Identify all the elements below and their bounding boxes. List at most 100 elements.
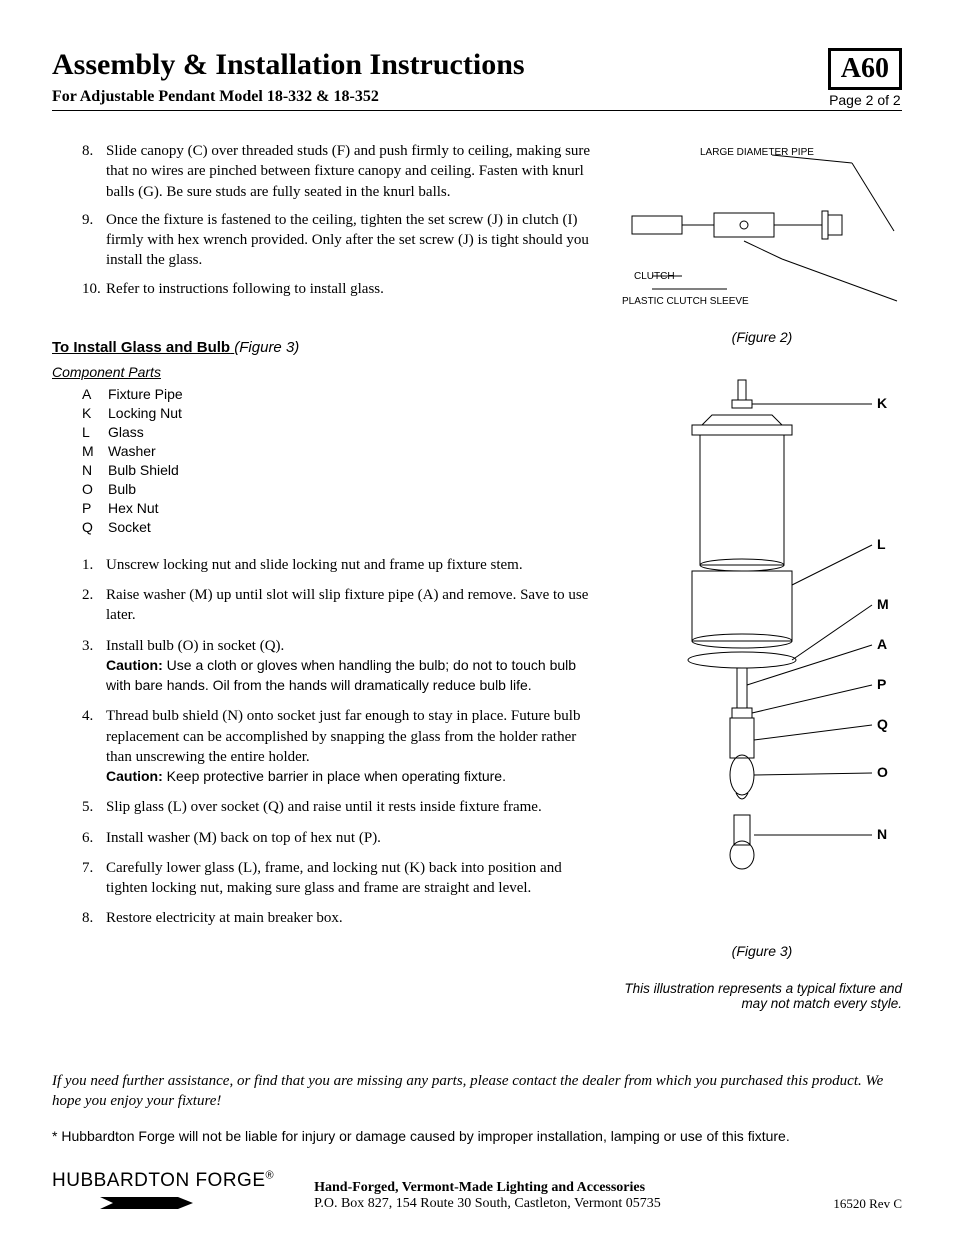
- part-letter: A: [82, 386, 108, 402]
- step-text: Carefully lower glass (L), frame, and lo…: [106, 860, 562, 896]
- glass-step-7: 7. Carefully lower glass (L), frame, and …: [82, 858, 602, 899]
- part-letter: M: [82, 443, 108, 459]
- figure-3-note: This illustration represents a typical f…: [622, 981, 902, 1011]
- step-text: Refer to instructions following to insta…: [106, 281, 384, 297]
- figure-3-svg: K L M A P Q O N: [622, 375, 902, 935]
- header-rule: [52, 110, 902, 111]
- caution-text: Caution: Keep protective barrier in plac…: [106, 768, 506, 784]
- fig3-label-p: P: [877, 676, 886, 692]
- section-title-text: To Install Glass and Bulb: [52, 339, 230, 356]
- part-letter: K: [82, 405, 108, 421]
- step-text: Restore electricity at main breaker box.: [106, 910, 343, 926]
- header-right: A60 Page 2 of 2: [828, 48, 902, 108]
- caution-text: Caution: Use a cloth or gloves when hand…: [106, 657, 576, 693]
- part-letter: Q: [82, 519, 108, 535]
- step-text: Slip glass (L) over socket (Q) and raise…: [106, 799, 542, 815]
- step-text: Unscrew locking nut and slide locking nu…: [106, 557, 523, 573]
- glass-section-title: To Install Glass and Bulb (Figure 3): [52, 339, 602, 356]
- step-9: 9. Once the fixture is fastened to the ce…: [82, 210, 602, 271]
- part-name: Glass: [108, 424, 144, 440]
- glass-step-4: 4.Thread bulb shield (N) onto socket jus…: [82, 706, 602, 787]
- brand-name: HUBBARDTON FORGE®: [52, 1170, 274, 1191]
- fig3-label-a: A: [877, 636, 887, 652]
- step-num: 3.: [82, 636, 93, 656]
- step-10: 10. Refer to instructions following to in…: [82, 279, 602, 299]
- component-parts-label: Component Parts: [52, 364, 602, 380]
- part-row: AFixture Pipe: [82, 386, 602, 402]
- page-footer: HUBBARDTON FORGE® Hand-Forged, Vermont-M…: [52, 1170, 902, 1212]
- revision-code: 16520 Rev C: [833, 1196, 902, 1212]
- step-num: 4.: [82, 706, 93, 726]
- doc-code: A60: [828, 48, 902, 90]
- figure-2-caption: (Figure 2): [622, 329, 902, 345]
- fig3-label-l: L: [877, 536, 886, 552]
- part-row: LGlass: [82, 424, 602, 440]
- glass-step-1: 1. Unscrew locking nut and slide locking …: [82, 555, 602, 575]
- step-num: 8.: [82, 908, 93, 928]
- glass-step-5: 5. Slip glass (L) over socket (Q) and rai…: [82, 797, 602, 817]
- step-num: 10.: [82, 279, 101, 299]
- doc-title: Assembly & Installation Instructions: [52, 48, 902, 82]
- footer-tagline: Hand-Forged, Vermont-Made Lighting and A…: [314, 1180, 833, 1196]
- disclaimer-text: * Hubbardton Forge will not be liable fo…: [52, 1128, 902, 1144]
- step-text: Slide canopy (C) over threaded studs (F)…: [106, 143, 590, 200]
- main-content: 8. Slide canopy (C) over threaded studs (…: [52, 141, 902, 1011]
- part-letter: N: [82, 462, 108, 478]
- step-text: Once the fixture is fastened to the ceil…: [106, 212, 589, 269]
- doc-subtitle: For Adjustable Pendant Model 18-332 & 18…: [52, 88, 902, 106]
- figure-ref: (Figure 3): [234, 339, 299, 356]
- fig3-label-m: M: [877, 596, 889, 612]
- glass-steps: 1. Unscrew locking nut and slide locking …: [52, 555, 602, 929]
- continuation-steps: 8. Slide canopy (C) over threaded studs (…: [52, 141, 602, 299]
- step-num: 9.: [82, 210, 93, 230]
- part-letter: L: [82, 424, 108, 440]
- step-text: Install washer (M) back on top of hex nu…: [106, 830, 381, 846]
- glass-step-3: 3.Install bulb (O) in socket (Q).Caution…: [82, 636, 602, 697]
- brand-block: HUBBARDTON FORGE®: [52, 1170, 274, 1212]
- step-num: 5.: [82, 797, 93, 817]
- step-num: 7.: [82, 858, 93, 878]
- step-text: Raise washer (M) up until slot will slip…: [106, 587, 588, 623]
- fig3-label-o: O: [877, 764, 888, 780]
- closing-text: If you need further assistance, or find …: [52, 1071, 902, 1112]
- part-name: Socket: [108, 519, 151, 535]
- fig3-label-n: N: [877, 826, 887, 842]
- figure-2-svg: LARGE DIAMETER PIPE CLUTCH PLASTIC CLUTC…: [622, 141, 902, 321]
- caution-body: Keep protective barrier in place when op…: [167, 768, 506, 784]
- glass-step-6: 6. Install washer (M) back on top of hex …: [82, 828, 602, 848]
- glass-step-8: 8. Restore electricity at main breaker bo…: [82, 908, 602, 928]
- footer-address: P.O. Box 827, 154 Route 30 South, Castle…: [314, 1196, 833, 1212]
- glass-step-2: 2. Raise washer (M) up until slot will sl…: [82, 585, 602, 626]
- part-row: MWasher: [82, 443, 602, 459]
- part-name: Hex Nut: [108, 500, 159, 516]
- step-num: 1.: [82, 555, 93, 575]
- part-row: OBulb: [82, 481, 602, 497]
- anvil-icon: [98, 1194, 228, 1212]
- footer-middle: Hand-Forged, Vermont-Made Lighting and A…: [274, 1180, 833, 1212]
- part-letter: P: [82, 500, 108, 516]
- step-num: 2.: [82, 585, 93, 605]
- right-column: LARGE DIAMETER PIPE CLUTCH PLASTIC CLUTC…: [622, 141, 902, 1011]
- page-number: Page 2 of 2: [828, 92, 902, 108]
- part-row: NBulb Shield: [82, 462, 602, 478]
- part-name: Washer: [108, 443, 156, 459]
- step-8: 8. Slide canopy (C) over threaded studs (…: [82, 141, 602, 202]
- part-letter: O: [82, 481, 108, 497]
- page-header: Assembly & Installation Instructions For…: [52, 48, 902, 111]
- part-row: QSocket: [82, 519, 602, 535]
- fig3-label-q: Q: [877, 716, 888, 732]
- part-name: Fixture Pipe: [108, 386, 183, 402]
- step-num: 6.: [82, 828, 93, 848]
- part-name: Bulb: [108, 481, 136, 497]
- part-row: KLocking Nut: [82, 405, 602, 421]
- step-num: 8.: [82, 141, 93, 161]
- part-name: Bulb Shield: [108, 462, 179, 478]
- figure-3-caption: (Figure 3): [622, 943, 902, 959]
- part-row: PHex Nut: [82, 500, 602, 516]
- caution-body: Use a cloth or gloves when handling the …: [106, 657, 576, 693]
- fig2-label-sleeve: PLASTIC CLUTCH SLEEVE: [622, 296, 749, 307]
- fig2-label-clutch: CLUTCH: [634, 271, 675, 282]
- fig3-label-k: K: [877, 395, 887, 411]
- parts-list: AFixture Pipe KLocking Nut LGlass MWashe…: [52, 386, 602, 535]
- fig2-label-pipe: LARGE DIAMETER PIPE: [700, 147, 814, 158]
